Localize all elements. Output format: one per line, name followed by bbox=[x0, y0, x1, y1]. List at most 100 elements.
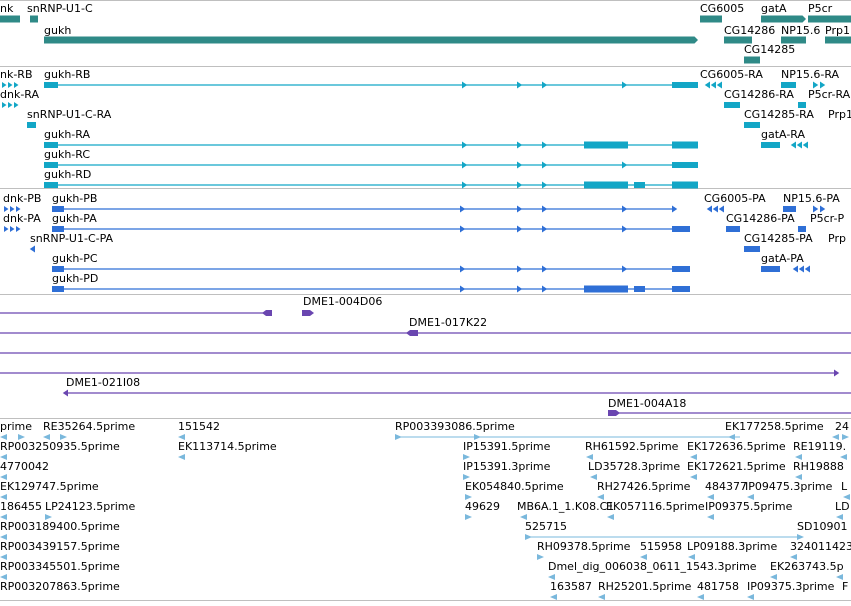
est-arrow-left-icon[interactable] bbox=[178, 454, 185, 460]
est-arrow-left-icon[interactable] bbox=[586, 454, 593, 460]
est-arrow-left-icon[interactable] bbox=[43, 434, 50, 440]
gene-prp1[interactable] bbox=[825, 36, 851, 44]
protein-gukh-pd-exon[interactable] bbox=[634, 286, 645, 292]
protein-gukh-pa-exon[interactable] bbox=[672, 226, 690, 232]
est-arrow-right-icon[interactable] bbox=[465, 514, 472, 520]
transcript-gukh-rc-exon[interactable] bbox=[44, 162, 58, 168]
transcript-gukh-rd-exon[interactable] bbox=[584, 181, 628, 189]
est-arrow-left-icon[interactable] bbox=[747, 494, 754, 500]
transcript-gukh-rd-exon[interactable] bbox=[672, 181, 698, 189]
protein-gukh-pd-exon[interactable] bbox=[672, 286, 690, 292]
est-arrow-right-icon[interactable] bbox=[45, 514, 52, 520]
gene-cg14285[interactable] bbox=[744, 56, 760, 64]
protein-p5cr-p-exon[interactable] bbox=[798, 226, 806, 232]
est-arrow-left-icon[interactable] bbox=[0, 554, 7, 560]
clone-end-right[interactable] bbox=[608, 410, 620, 416]
est-arrow-left-icon[interactable] bbox=[640, 554, 647, 560]
transcript-gukh-rd-exon[interactable] bbox=[634, 182, 645, 188]
transcript-gukh-rd-exon[interactable] bbox=[44, 182, 58, 188]
est-arrow-left-icon[interactable] bbox=[550, 594, 557, 600]
est-arrow-left-icon[interactable] bbox=[795, 474, 802, 480]
protein-gata-pa-exon[interactable] bbox=[761, 266, 780, 272]
gene-snrnp-u1-c[interactable] bbox=[30, 15, 38, 23]
protein-gukh-pa-exon[interactable] bbox=[52, 226, 64, 232]
est-arrow-left-icon[interactable] bbox=[697, 594, 704, 600]
transcript-cg14285-ra-exon[interactable] bbox=[744, 122, 760, 128]
transcript-np15-6-ra-exon[interactable] bbox=[781, 82, 796, 88]
est-arrow-left-icon[interactable] bbox=[690, 474, 697, 480]
est-arrow-left-icon[interactable] bbox=[0, 434, 7, 440]
transcript-gukh-rc-exon[interactable] bbox=[672, 162, 698, 168]
est-arrow-left-icon[interactable] bbox=[597, 494, 604, 500]
protein-gukh-pd-exon[interactable] bbox=[52, 286, 64, 292]
est-arrow-left-icon[interactable] bbox=[690, 454, 697, 460]
est-arrow-left-icon[interactable] bbox=[770, 574, 777, 580]
protein-cg14286-pa-exon[interactable] bbox=[726, 226, 740, 232]
gene-cg6005[interactable] bbox=[700, 15, 722, 23]
transcript-gukh-rb-exon[interactable] bbox=[672, 82, 698, 88]
est-arrow-left-icon[interactable] bbox=[548, 574, 555, 580]
est-arrow-left-icon[interactable] bbox=[836, 574, 843, 580]
protein-gukh-pb-exon[interactable] bbox=[52, 206, 64, 212]
est-arrow-left-icon[interactable] bbox=[707, 514, 714, 520]
transcript-gukh-ra-exon[interactable] bbox=[44, 142, 58, 148]
est-arrow-left-icon[interactable] bbox=[178, 434, 185, 440]
transcript-gata-ra-exon[interactable] bbox=[761, 142, 780, 148]
est-arrow-left-icon[interactable] bbox=[790, 554, 797, 560]
est-arrow-left-icon[interactable] bbox=[0, 534, 7, 540]
feature-label-l: L bbox=[841, 480, 848, 493]
est-arrow-left-icon[interactable] bbox=[843, 494, 850, 500]
est-arrow-left-icon[interactable] bbox=[747, 594, 754, 600]
strand-arrow-right-icon bbox=[517, 181, 523, 189]
est-arrow-right-icon[interactable] bbox=[60, 434, 67, 440]
gene-nk[interactable] bbox=[0, 15, 20, 23]
gene-p5cr[interactable] bbox=[808, 15, 851, 23]
est-arrow-right-icon[interactable] bbox=[463, 454, 470, 460]
est-arrow-left-icon[interactable] bbox=[607, 514, 614, 520]
est-arrow-left-icon[interactable] bbox=[0, 574, 7, 580]
est-arrow-left-icon[interactable] bbox=[832, 434, 839, 440]
gene-cg14286[interactable] bbox=[724, 36, 752, 44]
est-arrow-right-icon[interactable] bbox=[463, 474, 470, 480]
est-arrow-left-icon[interactable] bbox=[590, 474, 597, 480]
est-arrow-right-icon[interactable] bbox=[842, 434, 849, 440]
protein-gukh-pc-exon[interactable] bbox=[52, 266, 64, 272]
transcript-p5cr-ra-exon[interactable] bbox=[798, 102, 806, 108]
est-arrow-right-icon[interactable] bbox=[18, 434, 25, 440]
clone-end-left[interactable] bbox=[262, 310, 272, 316]
gene-gata[interactable] bbox=[761, 15, 806, 23]
est-arrow-right-icon[interactable] bbox=[395, 434, 402, 440]
protein-cg14285-pa-exon[interactable] bbox=[744, 246, 760, 252]
est-arrow-left-icon[interactable] bbox=[795, 454, 802, 460]
est-arrow-right-icon[interactable] bbox=[537, 554, 544, 560]
est-arrow-left-icon[interactable] bbox=[688, 554, 695, 560]
strand-arrow-right-icon bbox=[8, 102, 13, 108]
est-arrow-left-icon[interactable] bbox=[0, 514, 7, 520]
est-arrow-right-icon[interactable] bbox=[465, 494, 472, 500]
est-arrow-right-icon[interactable] bbox=[474, 434, 481, 440]
protein-gukh-pd-exon[interactable] bbox=[584, 285, 628, 293]
clone-end-left[interactable] bbox=[406, 330, 418, 336]
est-arrow-left-icon[interactable] bbox=[728, 434, 735, 440]
est-arrow-left-icon[interactable] bbox=[840, 454, 847, 460]
transcript-gukh-ra-exon[interactable] bbox=[672, 141, 698, 149]
est-arrow-left-icon[interactable] bbox=[520, 514, 527, 520]
est-arrow-left-icon[interactable] bbox=[0, 454, 7, 460]
protein-np15-6-pa-exon[interactable] bbox=[783, 206, 796, 212]
gene-gukh[interactable] bbox=[44, 36, 698, 44]
gene-np15-6[interactable] bbox=[781, 36, 806, 44]
transcript-cg14286-ra-exon[interactable] bbox=[724, 102, 740, 108]
est-arrow-left-icon[interactable] bbox=[707, 494, 714, 500]
est-arrow-left-icon[interactable] bbox=[836, 514, 843, 520]
est-arrow-left-icon[interactable] bbox=[598, 594, 605, 600]
transcript-gukh-rb-exon[interactable] bbox=[44, 82, 58, 88]
est-arrow-left-icon[interactable] bbox=[0, 474, 7, 480]
strand-arrow-right-icon bbox=[622, 225, 628, 233]
est-arrow-left-icon[interactable] bbox=[0, 494, 7, 500]
strand-arrow-right-icon bbox=[8, 82, 13, 88]
transcript-gukh-ra-exon[interactable] bbox=[584, 141, 628, 149]
transcript-snrnp-u1-c-ra-exon[interactable] bbox=[27, 122, 36, 128]
est-arrow-right-icon[interactable] bbox=[797, 534, 804, 540]
clone-end-right[interactable] bbox=[302, 310, 314, 316]
protein-gukh-pc-exon[interactable] bbox=[672, 266, 690, 272]
